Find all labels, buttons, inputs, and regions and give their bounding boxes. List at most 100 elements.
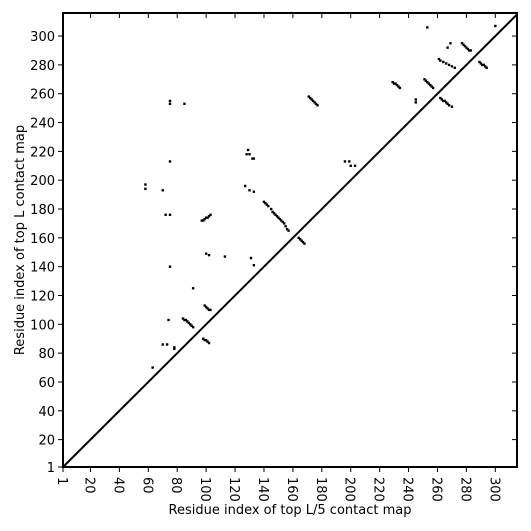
contact-point — [173, 347, 176, 351]
y-tick-label: 300 — [30, 30, 55, 45]
y-tick-label: 100 — [30, 318, 55, 333]
contact-point — [223, 255, 227, 258]
contact-point — [206, 216, 209, 219]
x-tick-label: 280 — [457, 477, 472, 502]
contact-point — [424, 79, 428, 82]
contact-point — [430, 85, 433, 88]
contact-point — [466, 47, 470, 51]
contact-point — [191, 287, 195, 290]
y-axis-label: Residue index of top L contact map — [13, 125, 28, 355]
contact-point — [151, 366, 154, 369]
contact-point — [469, 49, 472, 52]
contact-point — [204, 216, 208, 219]
contact-point — [446, 46, 449, 49]
contact-point — [450, 105, 454, 108]
contact-point — [204, 338, 208, 342]
contact-point — [243, 184, 247, 188]
contact-point — [184, 318, 188, 322]
contact-point — [183, 318, 186, 322]
contact-point — [181, 317, 185, 320]
y-tick-label: 260 — [30, 88, 55, 103]
contact-point — [265, 203, 269, 206]
contact-point — [278, 217, 282, 221]
contact-point — [264, 202, 267, 205]
contact-point — [314, 102, 318, 105]
x-tick-label: 140 — [255, 477, 270, 502]
y-tick-label: 180 — [30, 203, 55, 218]
contact-point — [307, 95, 310, 98]
contact-point — [287, 229, 290, 232]
x-tick-label: 80 — [168, 477, 183, 494]
contact-point — [444, 62, 448, 65]
contact-point — [440, 98, 444, 101]
x-tick-label: 220 — [371, 477, 386, 502]
contact-point — [203, 338, 206, 342]
contact-point — [267, 204, 270, 208]
contact-point — [168, 213, 172, 216]
y-tick-label: 60 — [38, 376, 55, 391]
y-tick-label: 80 — [38, 347, 55, 362]
contact-point — [450, 65, 454, 68]
contact-point — [391, 80, 394, 84]
contact-point — [398, 86, 402, 90]
contact-point — [442, 60, 445, 64]
contact-point — [397, 85, 400, 88]
contact-point — [209, 308, 212, 312]
contact-point — [427, 82, 431, 85]
y-tick-label: 20 — [38, 434, 55, 449]
x-tick-label: 60 — [139, 477, 154, 494]
contact-point — [144, 187, 147, 191]
x-tick-label: 40 — [110, 477, 125, 494]
contact-point — [168, 160, 172, 163]
contact-point — [446, 102, 449, 105]
y-tick-label: 160 — [30, 232, 55, 247]
contact-point — [313, 101, 316, 104]
contact-point — [426, 80, 429, 84]
contact-point — [191, 325, 195, 329]
contact-point — [481, 63, 484, 67]
contact-point — [245, 153, 248, 156]
contact-point — [186, 320, 189, 323]
contact-point — [204, 305, 208, 309]
contact-point — [252, 157, 256, 160]
contact-point — [465, 46, 468, 49]
x-tick-label: 1 — [54, 477, 69, 485]
contact-point — [429, 83, 432, 87]
contact-point — [414, 98, 417, 101]
contact-point — [437, 57, 441, 61]
y-tick-label: 120 — [30, 289, 55, 304]
contact-point — [449, 42, 452, 45]
contact-point — [468, 49, 471, 52]
contact-point — [284, 225, 287, 228]
x-tick-label: 260 — [428, 477, 443, 502]
contact-point — [303, 242, 306, 245]
contact-point — [202, 337, 205, 340]
contact-point — [349, 164, 352, 167]
contact-point — [277, 216, 280, 219]
contact-point — [283, 222, 286, 225]
contact-point — [395, 83, 399, 87]
contact-point — [310, 98, 313, 101]
contact-point — [144, 183, 147, 186]
contact-point — [285, 227, 289, 231]
contact-point — [462, 43, 465, 46]
x-tick-label: 180 — [313, 477, 328, 502]
contact-point — [207, 308, 211, 312]
y-tick-label: 220 — [30, 145, 55, 160]
contact-point — [309, 96, 312, 100]
contact-point — [161, 189, 164, 192]
contact-point — [394, 82, 397, 85]
contact-point — [442, 99, 445, 103]
x-tick-label: 20 — [81, 477, 96, 494]
contact-point — [460, 42, 464, 45]
contact-point — [270, 207, 273, 211]
contact-point — [280, 219, 283, 222]
y-tick-label: 240 — [30, 117, 55, 132]
contact-point — [165, 343, 169, 346]
contact-point — [204, 252, 208, 255]
contact-point — [444, 101, 448, 104]
contact-point — [414, 101, 417, 104]
contact-point — [206, 340, 209, 343]
contact-point — [168, 102, 172, 105]
